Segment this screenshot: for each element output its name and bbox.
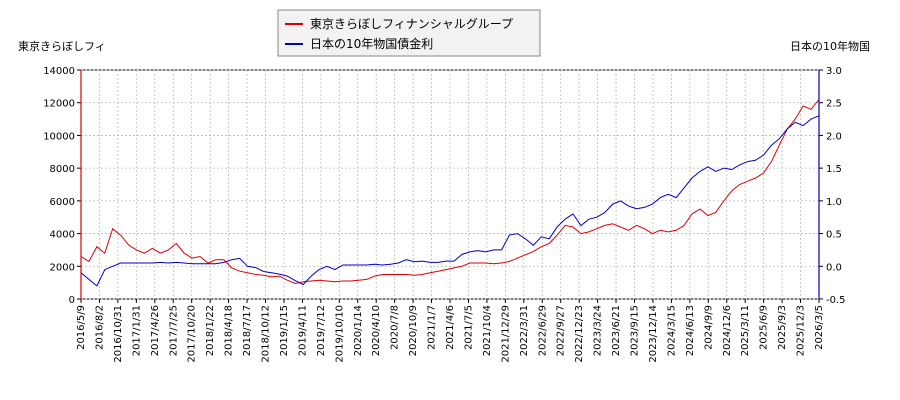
- x-tick-label-19: 2021/1/7: [427, 305, 438, 350]
- x-tick-label-34: 2024/9/9: [703, 305, 714, 350]
- x-tick-label-39: 2025/12/3: [796, 305, 807, 356]
- x-tick-label-37: 2025/6/9: [759, 305, 770, 350]
- plot-area: [80, 69, 820, 300]
- y-right-tick-label-6: 2.5: [826, 99, 842, 110]
- x-tick-label-20: 2021/4/6: [445, 305, 456, 350]
- right-axis: -0.5 0.0 0.5 1.0 1.5 2.0 2.5 3.0: [818, 66, 846, 306]
- x-tick-label-27: 2022/12/23: [574, 305, 585, 363]
- left-axis: 0 2000 4000 6000 8000 10000 12000 14000: [43, 66, 82, 306]
- x-tick-label-31: 2023/12/14: [648, 305, 659, 363]
- legend: 東京きらぼしフィナンシャルグループ 日本の10年物国債金利: [277, 9, 541, 57]
- x-tick-label-12: 2019/4/11: [297, 305, 308, 356]
- x-tick-label-24: 2022/3/31: [519, 305, 530, 356]
- y-right-tick-label-2: 0.5: [826, 230, 842, 241]
- x-tick-label-32: 2024/3/15: [666, 305, 677, 356]
- y-right-tick-label-7: 3.0: [826, 66, 842, 77]
- y-left-tick-label-2: 4000: [50, 230, 75, 241]
- x-tick-label-18: 2020/10/9: [408, 305, 419, 356]
- x-tick-label-23: 2021/12/29: [500, 305, 511, 363]
- x-tick-label-35: 2024/12/6: [722, 305, 733, 356]
- series-layer: [80, 99, 820, 287]
- x-tick-label-22: 2021/10/4: [482, 305, 493, 356]
- x-tick-label-13: 2019/7/12: [316, 305, 327, 356]
- y-right-tick-label-0: -0.5: [826, 295, 846, 306]
- y-left-tick-label-0: 0: [69, 295, 75, 306]
- y-left-tick-label-3: 6000: [50, 197, 75, 208]
- x-tick-label-14: 2019/10/10: [334, 305, 345, 363]
- x-tick-label-15: 2020/1/14: [353, 305, 364, 356]
- x-tick-label-3: 2017/1/31: [131, 305, 142, 356]
- y-right-tick-label-3: 1.0: [826, 197, 842, 208]
- y-left-tick-label-5: 10000: [43, 131, 75, 142]
- y-left-tick-label-7: 14000: [43, 66, 75, 77]
- x-tick-label-33: 2024/6/13: [685, 305, 696, 356]
- x-tick-label-6: 2017/10/20: [187, 305, 198, 363]
- x-tick-label-36: 2025/3/11: [740, 305, 751, 356]
- y-right-tick-label-5: 2.0: [826, 131, 842, 142]
- x-tick-label-38: 2025/9/3: [777, 305, 788, 350]
- x-tick-label-40: 2026/3/5: [814, 305, 825, 350]
- x-tick-label-21: 2021/7/5: [463, 305, 474, 350]
- x-tick-label-5: 2017/7/25: [168, 305, 179, 356]
- y-right-tick-label-4: 1.5: [826, 164, 842, 175]
- y-right-tick-label-1: 0.0: [826, 262, 842, 273]
- x-tick-label-11: 2019/1/15: [279, 305, 290, 356]
- legend-label-1: 日本の10年物国債金利: [310, 36, 433, 51]
- x-tick-label-16: 2020/4/10: [371, 305, 382, 356]
- x-tick-label-29: 2023/6/21: [611, 305, 622, 356]
- x-axis: 2016/5/9 2016/8/2 2016/10/31 2017/1/31 2017/…: [76, 299, 825, 363]
- left-axis-title: 東京きらぼしフィ: [18, 39, 106, 53]
- y-left-tick-label-6: 12000: [43, 99, 75, 110]
- x-tick-label-9: 2018/7/17: [242, 305, 253, 356]
- y-left-tick-label-4: 8000: [50, 164, 75, 175]
- y-left-tick-label-1: 2000: [50, 262, 75, 273]
- x-tick-label-25: 2022/6/29: [537, 305, 548, 356]
- x-tick-label-4: 2017/4/26: [150, 305, 161, 356]
- x-tick-label-8: 2018/4/18: [224, 305, 235, 356]
- x-tick-label-10: 2018/10/12: [261, 305, 272, 363]
- x-tick-label-26: 2022/9/27: [556, 305, 567, 356]
- x-tick-label-1: 2016/8/2: [94, 305, 105, 350]
- legend-box: [277, 9, 541, 57]
- legend-label-0: 東京きらぼしフィナンシャルグループ: [310, 17, 513, 31]
- x-tick-label-2: 2016/10/31: [113, 305, 124, 363]
- x-tick-label-17: 2020/7/8: [390, 305, 401, 350]
- series-line-0: [80, 99, 820, 285]
- x-tick-label-7: 2018/1/22: [205, 305, 216, 356]
- series-line-1: [80, 115, 820, 287]
- x-tick-label-0: 2016/5/9: [76, 305, 87, 350]
- x-tick-label-28: 2023/3/24: [593, 305, 604, 356]
- right-axis-title: 日本の10年物国: [790, 39, 870, 53]
- x-tick-label-30: 2023/9/15: [630, 305, 641, 356]
